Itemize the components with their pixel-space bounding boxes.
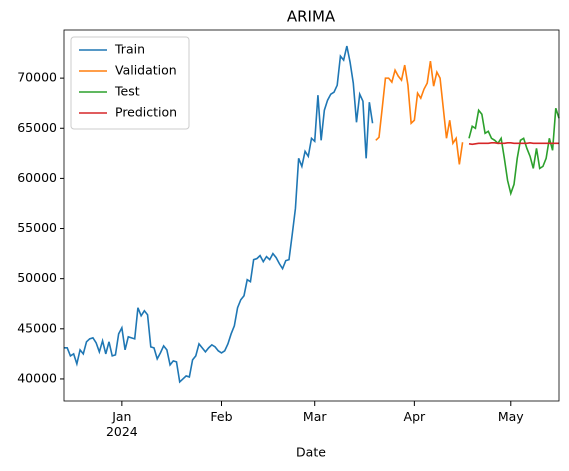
y-tick-label: 40000	[17, 370, 57, 385]
legend-label: Train	[114, 42, 145, 57]
y-tick-label: 50000	[17, 270, 57, 285]
x-tick-label: May	[497, 409, 524, 424]
y-tick-label: 55000	[17, 220, 57, 235]
chart-title: ARIMA	[287, 8, 336, 26]
y-tick-label: 65000	[17, 120, 57, 135]
y-tick-label: 60000	[17, 170, 57, 185]
x-tick-label: Apr	[403, 409, 426, 424]
legend-box	[70, 36, 190, 130]
x-tick-label: Jan 2024	[105, 409, 138, 439]
x-tick-label: Feb	[210, 409, 233, 424]
line-series	[375, 60, 464, 165]
y-tick-label: 45000	[17, 320, 57, 335]
legend-label: Test	[114, 84, 140, 99]
line-series	[468, 107, 560, 197]
legend-label: Prediction	[115, 105, 177, 120]
plot-frame	[63, 29, 560, 402]
y-tick-label: 70000	[17, 70, 57, 85]
x-tick-label: Mar	[302, 409, 327, 424]
line-series	[468, 141, 559, 146]
legend-label: Validation	[115, 63, 177, 78]
line-series	[64, 45, 374, 384]
x-axis-label: Date	[296, 445, 326, 460]
